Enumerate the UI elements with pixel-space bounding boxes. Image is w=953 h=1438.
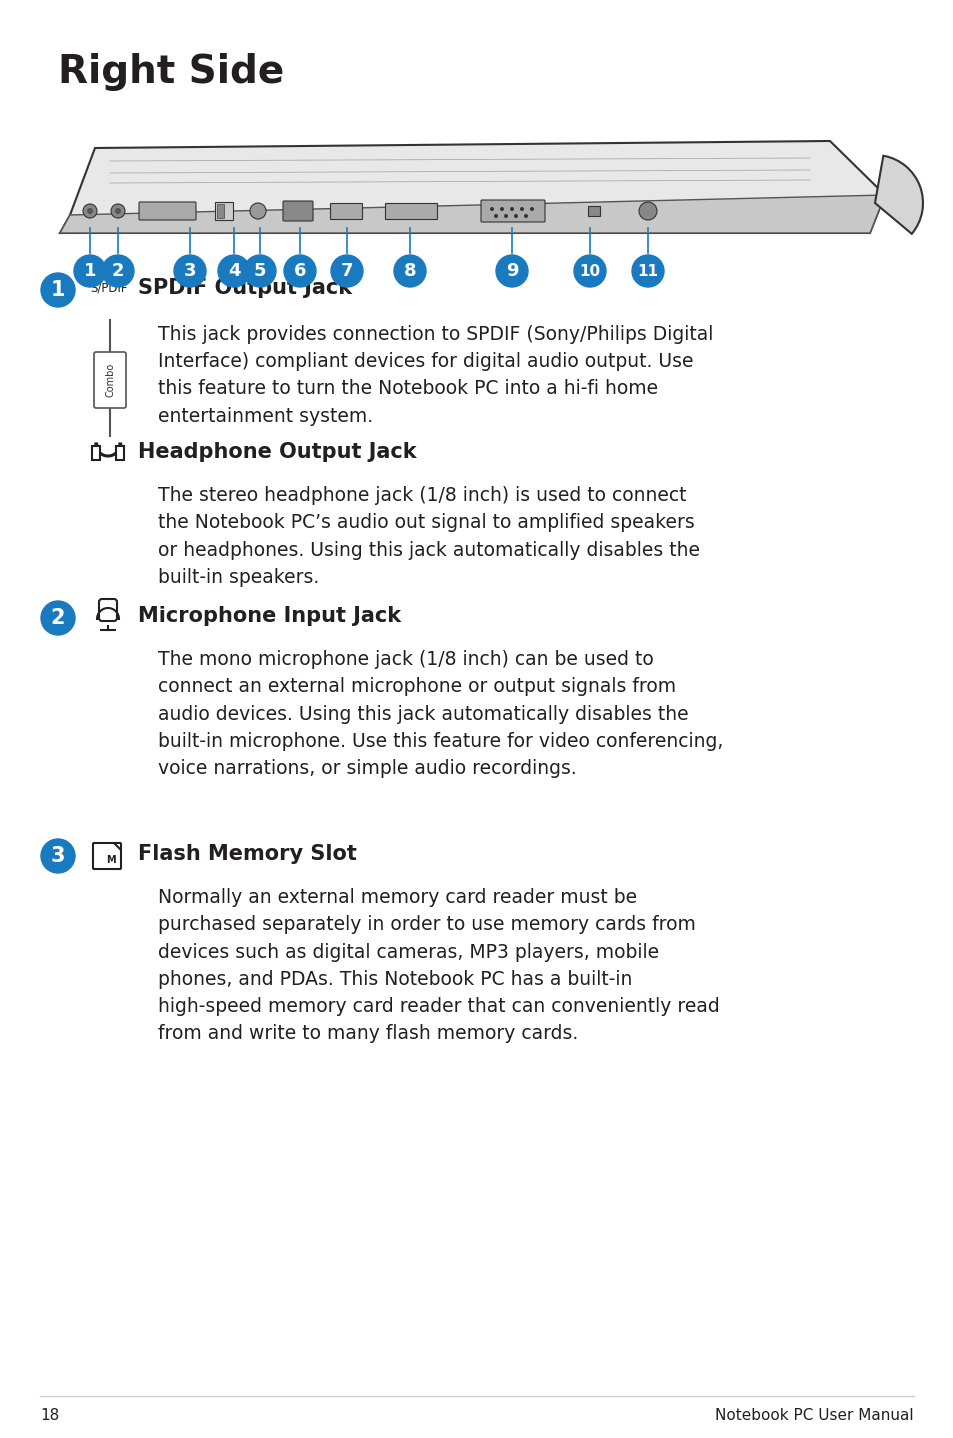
Text: Right Side: Right Side <box>58 53 284 91</box>
Text: M: M <box>106 856 115 866</box>
Bar <box>214 201 233 220</box>
Circle shape <box>394 255 426 288</box>
Circle shape <box>519 207 523 211</box>
Text: 1: 1 <box>51 280 65 301</box>
Polygon shape <box>60 141 884 233</box>
Text: Combo: Combo <box>105 362 115 397</box>
Bar <box>587 206 599 216</box>
Text: Flash Memory Slot: Flash Memory Slot <box>138 844 356 864</box>
Text: 9: 9 <box>505 262 517 280</box>
Circle shape <box>250 203 266 219</box>
Text: The mono microphone jack (1/8 inch) can be used to
connect an external microphon: The mono microphone jack (1/8 inch) can … <box>158 650 722 778</box>
Text: 3: 3 <box>51 846 65 866</box>
Text: SPDIF Output Jack: SPDIF Output Jack <box>138 278 352 298</box>
Polygon shape <box>115 844 120 848</box>
Circle shape <box>74 255 106 288</box>
Bar <box>91 446 100 460</box>
FancyBboxPatch shape <box>99 600 117 621</box>
Circle shape <box>41 273 75 306</box>
Text: 2: 2 <box>51 608 65 628</box>
Circle shape <box>494 214 497 219</box>
Circle shape <box>510 207 514 211</box>
Text: 2: 2 <box>112 262 124 280</box>
Circle shape <box>503 214 507 219</box>
Circle shape <box>173 255 206 288</box>
Text: Normally an external memory card reader must be
purchased separately in order to: Normally an external memory card reader … <box>158 889 719 1043</box>
FancyBboxPatch shape <box>480 200 544 221</box>
Circle shape <box>574 255 605 288</box>
Circle shape <box>87 209 92 214</box>
Text: 11: 11 <box>637 263 658 279</box>
Circle shape <box>523 214 527 219</box>
Text: 18: 18 <box>40 1408 59 1424</box>
Circle shape <box>331 255 363 288</box>
Circle shape <box>514 214 517 219</box>
Text: 8: 8 <box>403 262 416 280</box>
Text: 4: 4 <box>228 262 240 280</box>
Text: 7: 7 <box>340 262 353 280</box>
Bar <box>216 204 224 219</box>
Bar <box>330 203 361 219</box>
Bar <box>385 203 436 219</box>
Text: 10: 10 <box>578 263 600 279</box>
Text: S/PDIF: S/PDIF <box>90 282 128 295</box>
Circle shape <box>102 255 133 288</box>
Circle shape <box>496 255 527 288</box>
Text: Notebook PC User Manual: Notebook PC User Manual <box>715 1408 913 1424</box>
Circle shape <box>41 601 75 636</box>
Circle shape <box>284 255 315 288</box>
Text: 1: 1 <box>84 262 96 280</box>
Circle shape <box>530 207 534 211</box>
Circle shape <box>244 255 275 288</box>
Text: 5: 5 <box>253 262 266 280</box>
Text: This jack provides connection to SPDIF (Sony/Philips Digital
Interface) complian: This jack provides connection to SPDIF (… <box>158 325 713 426</box>
Text: The stereo headphone jack (1/8 inch) is used to connect
the Notebook PC’s audio : The stereo headphone jack (1/8 inch) is … <box>158 486 700 587</box>
Circle shape <box>83 204 97 219</box>
FancyBboxPatch shape <box>283 201 313 221</box>
Polygon shape <box>60 196 884 233</box>
FancyBboxPatch shape <box>139 201 195 220</box>
Text: Microphone Input Jack: Microphone Input Jack <box>138 605 400 626</box>
Circle shape <box>41 838 75 873</box>
Circle shape <box>639 201 657 220</box>
Text: Headphone Output Jack: Headphone Output Jack <box>138 441 416 462</box>
Text: 3: 3 <box>184 262 196 280</box>
Bar <box>116 446 124 460</box>
Circle shape <box>115 209 121 214</box>
FancyBboxPatch shape <box>92 843 121 869</box>
Circle shape <box>631 255 663 288</box>
Wedge shape <box>874 155 923 234</box>
FancyBboxPatch shape <box>94 352 126 408</box>
Circle shape <box>218 255 250 288</box>
Circle shape <box>111 204 125 219</box>
Circle shape <box>490 207 494 211</box>
Circle shape <box>499 207 503 211</box>
Text: 6: 6 <box>294 262 306 280</box>
